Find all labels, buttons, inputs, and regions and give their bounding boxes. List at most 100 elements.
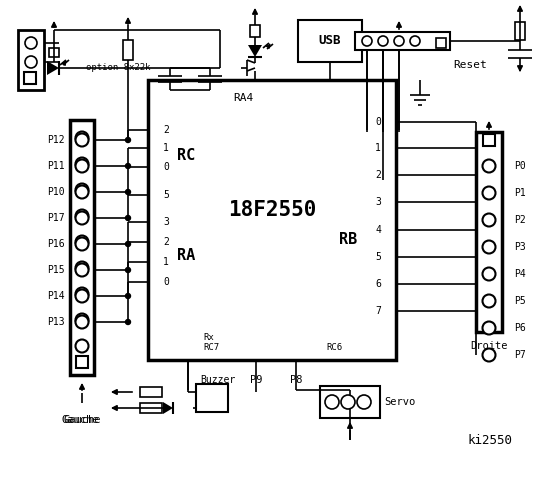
Text: 2: 2 (163, 125, 169, 135)
Text: 5: 5 (375, 252, 381, 262)
Text: RB: RB (339, 232, 357, 248)
Text: P12: P12 (48, 135, 65, 145)
Bar (140, 403, 162, 413)
Bar (148, 80, 396, 360)
Bar (24, 72, 36, 84)
Circle shape (394, 36, 404, 46)
Bar (298, 20, 362, 62)
Circle shape (410, 36, 420, 46)
Circle shape (76, 133, 88, 146)
Circle shape (76, 262, 88, 275)
Text: Reset: Reset (453, 60, 487, 70)
Text: P17: P17 (48, 213, 65, 223)
Text: P9: P9 (250, 375, 262, 385)
Bar (140, 387, 162, 397)
Text: RA: RA (177, 248, 195, 263)
Text: 0: 0 (163, 277, 169, 287)
Circle shape (76, 212, 88, 225)
Text: 5: 5 (163, 190, 169, 200)
Circle shape (483, 187, 495, 200)
Text: 1: 1 (163, 257, 169, 267)
Bar (355, 32, 450, 50)
Text: P15: P15 (48, 265, 65, 275)
Text: USB: USB (319, 35, 341, 48)
Circle shape (483, 348, 495, 361)
Text: 3: 3 (163, 217, 169, 227)
Bar (70, 120, 94, 375)
Circle shape (76, 132, 88, 144)
Circle shape (76, 315, 88, 328)
Circle shape (483, 159, 495, 172)
Text: RC6: RC6 (326, 344, 342, 352)
Text: P14: P14 (48, 291, 65, 301)
Circle shape (126, 293, 131, 299)
Text: P13: P13 (48, 317, 65, 327)
Text: 4: 4 (375, 225, 381, 235)
Bar (18, 30, 44, 90)
Text: 6: 6 (375, 279, 381, 289)
Text: 0: 0 (375, 117, 381, 127)
Text: Droite: Droite (470, 341, 508, 351)
Bar (515, 22, 525, 40)
Circle shape (76, 238, 88, 251)
Circle shape (76, 159, 88, 172)
Text: P11: P11 (48, 161, 65, 171)
Text: Gauche: Gauche (61, 415, 99, 425)
Bar (196, 384, 228, 412)
Text: P1: P1 (514, 188, 526, 198)
Text: 0: 0 (163, 162, 169, 172)
Circle shape (76, 264, 88, 276)
Circle shape (25, 56, 37, 68)
Bar (250, 25, 260, 37)
Circle shape (378, 36, 388, 46)
Circle shape (126, 267, 131, 273)
Polygon shape (47, 61, 59, 75)
Circle shape (76, 289, 88, 302)
Text: P2: P2 (514, 215, 526, 225)
Text: ki2550: ki2550 (467, 433, 513, 446)
Circle shape (483, 240, 495, 253)
Bar (76, 356, 88, 368)
Circle shape (325, 395, 339, 409)
Bar (436, 38, 446, 48)
Circle shape (483, 214, 495, 227)
Text: 18F2550: 18F2550 (228, 200, 316, 220)
Text: P8: P8 (290, 375, 302, 385)
Text: RA4: RA4 (233, 93, 253, 103)
Circle shape (76, 157, 88, 170)
Circle shape (126, 241, 131, 247)
Circle shape (126, 190, 131, 194)
Text: 2: 2 (375, 170, 381, 180)
Text: 3: 3 (375, 197, 381, 207)
Text: P0: P0 (514, 161, 526, 171)
Text: P6: P6 (514, 323, 526, 333)
Circle shape (126, 137, 131, 143)
Circle shape (76, 185, 88, 199)
Bar (123, 40, 133, 60)
Circle shape (76, 288, 88, 300)
Polygon shape (163, 402, 173, 414)
Text: 2: 2 (163, 237, 169, 247)
Text: 1: 1 (163, 143, 169, 153)
Text: 1: 1 (375, 143, 381, 153)
Text: Rx: Rx (203, 334, 214, 343)
Circle shape (483, 322, 495, 335)
Text: RC7: RC7 (203, 344, 219, 352)
Circle shape (483, 267, 495, 280)
Circle shape (25, 37, 37, 49)
Text: P7: P7 (514, 350, 526, 360)
Circle shape (126, 320, 131, 324)
Text: Gauche: Gauche (63, 415, 101, 425)
Text: Buzzer: Buzzer (200, 375, 236, 385)
Bar (49, 48, 59, 57)
Polygon shape (248, 45, 262, 57)
Circle shape (76, 183, 88, 196)
Text: option 8x22k: option 8x22k (86, 63, 150, 72)
Text: 7: 7 (375, 306, 381, 316)
Circle shape (357, 395, 371, 409)
Bar (483, 134, 495, 146)
Text: P10: P10 (48, 187, 65, 197)
Bar (476, 132, 502, 332)
Circle shape (76, 313, 88, 326)
Text: P3: P3 (514, 242, 526, 252)
